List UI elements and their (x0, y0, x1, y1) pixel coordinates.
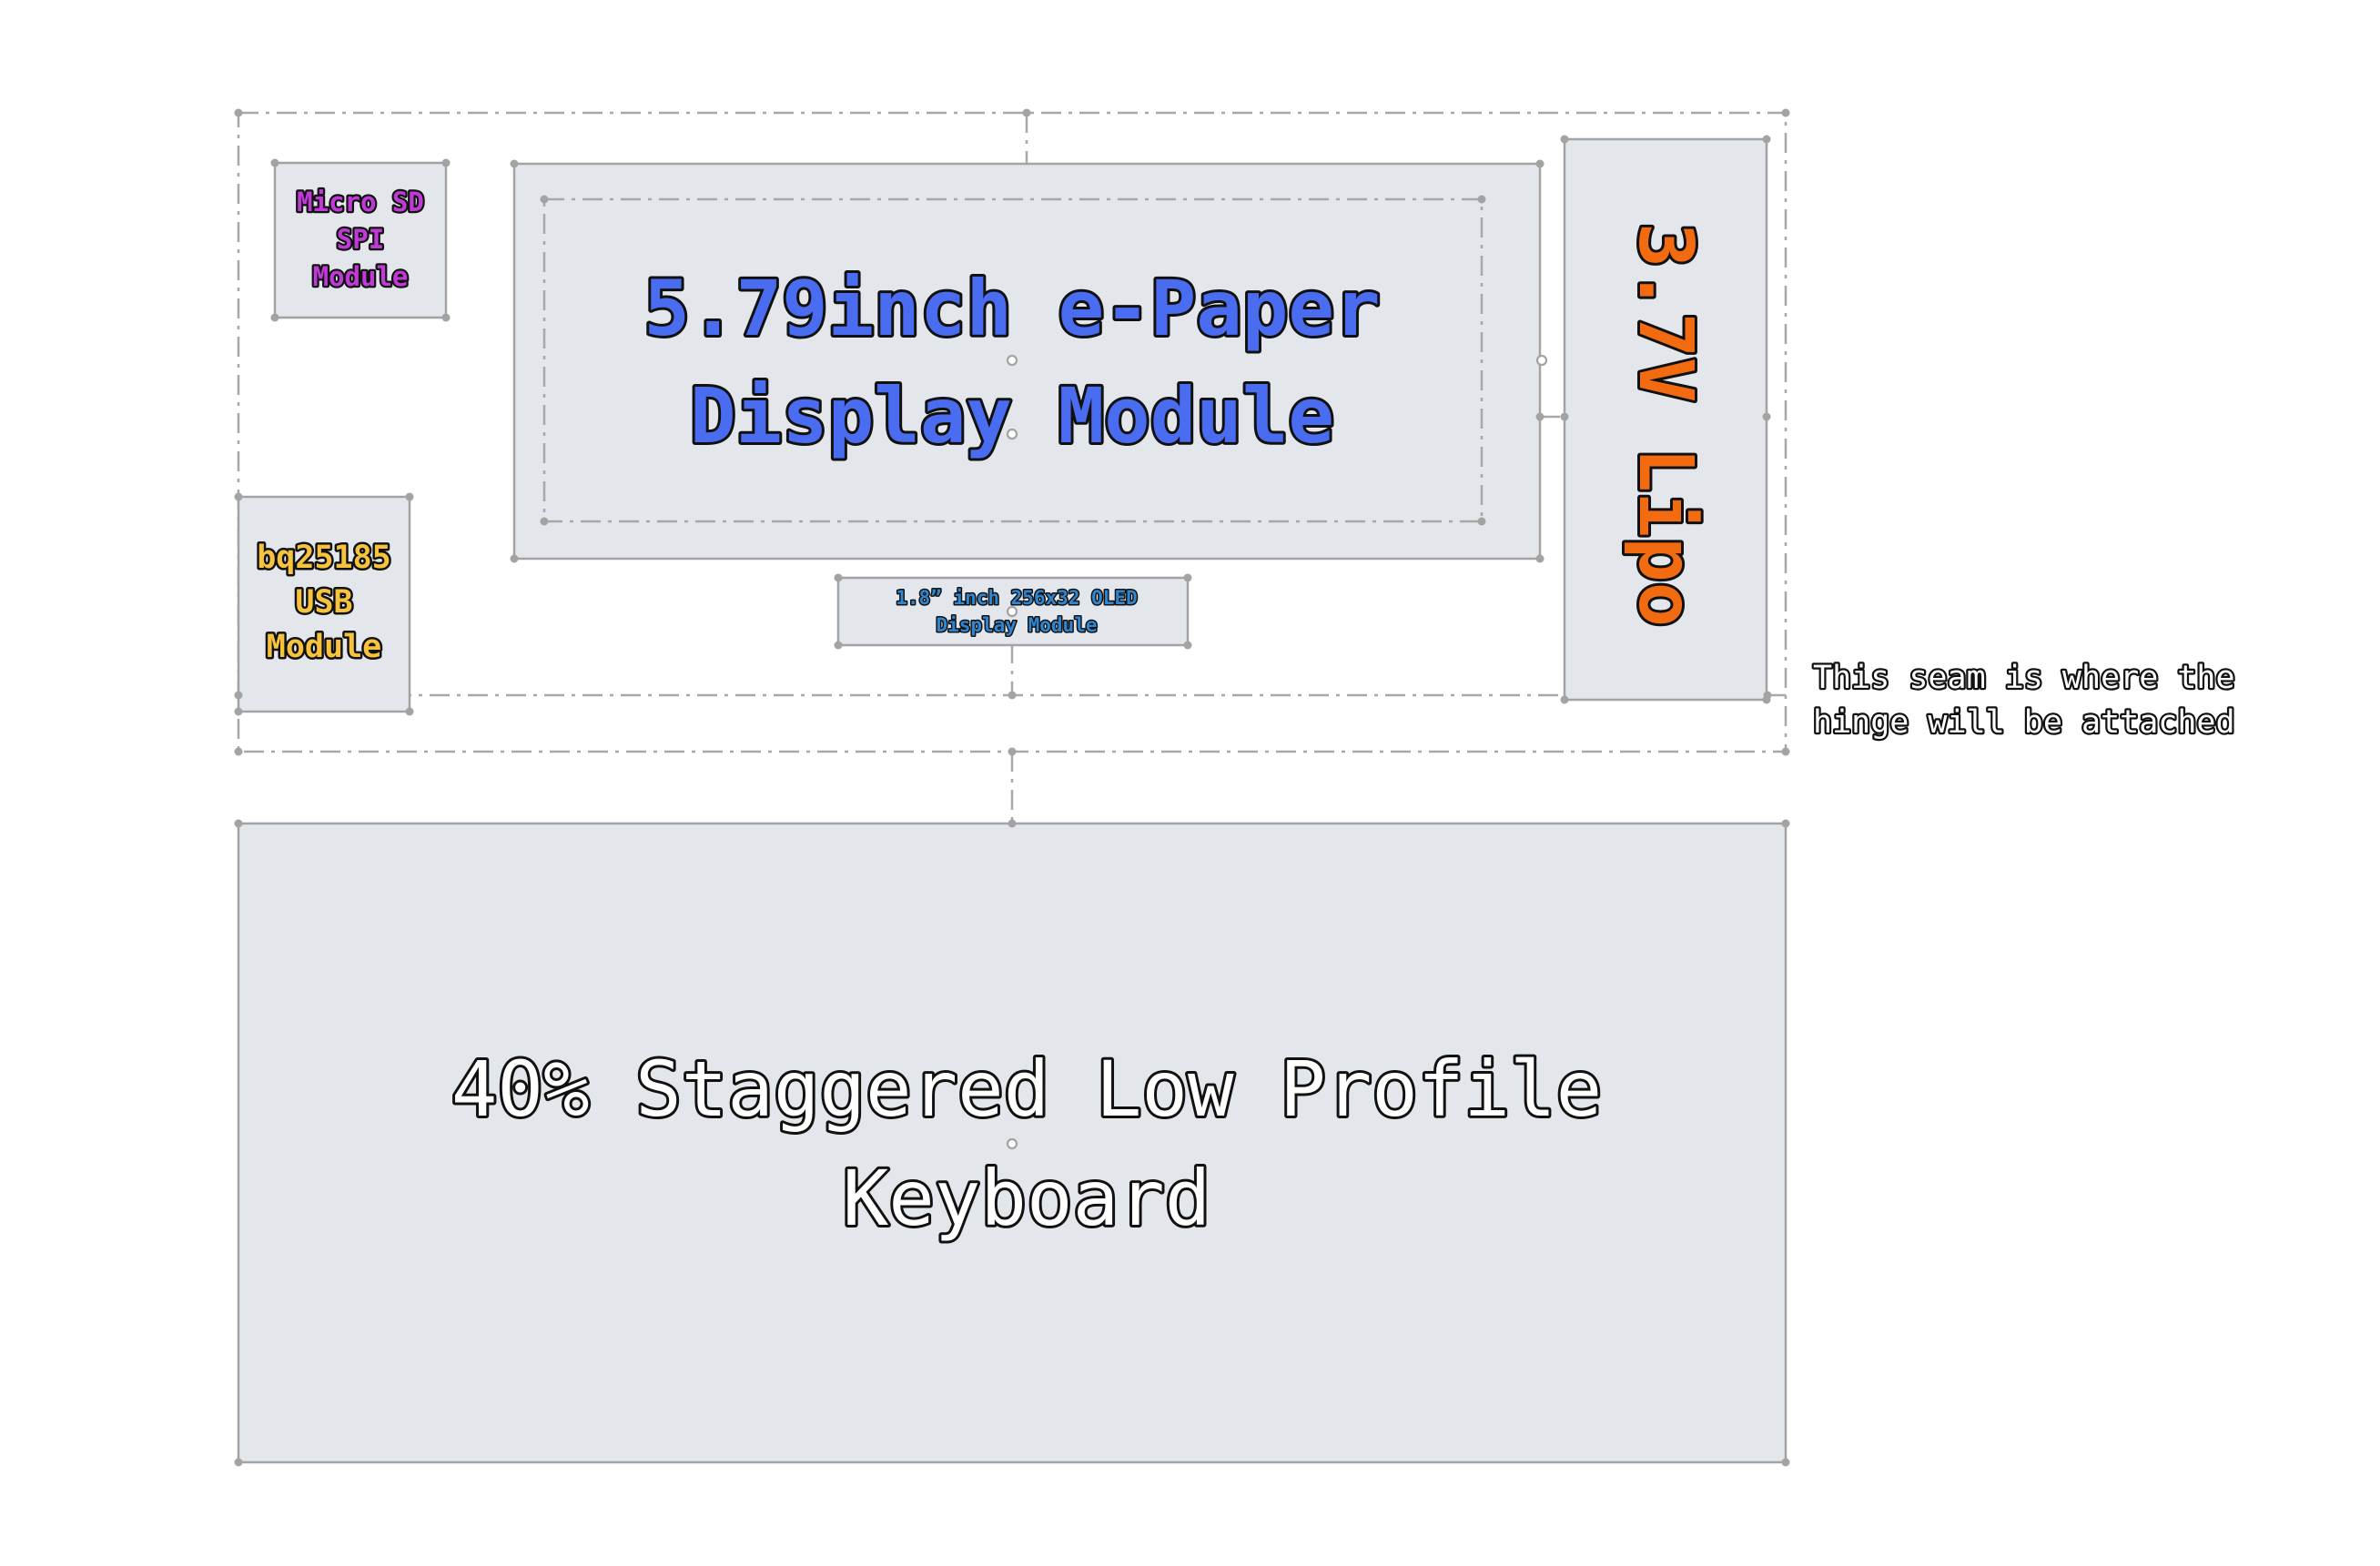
hinge-annotation-line2: hinge will be attached (1813, 704, 2235, 741)
hinge-annotation-line1: This seam is where the (1813, 660, 2235, 696)
bq25185-label-line3: Module (267, 629, 381, 665)
oled-label-line1: 1.8” inch 256x32 OLED (896, 587, 1138, 609)
keyboard-label-line2: Keyboard (843, 1154, 1211, 1243)
oled-module-label: 1.8” inch 256x32 OLED Display Module (895, 586, 1139, 638)
lipo-battery-label: 3.7V Lipo (1619, 220, 1711, 630)
keyboard-label-line1: 40% Staggered Low Profile (451, 1045, 1602, 1134)
microsd-module-label: Micro SD SPI Module (295, 185, 426, 295)
selection-handles (234, 108, 1790, 1467)
keyboard-label: 40% Staggered Low Profile Keyboard (449, 1042, 1605, 1246)
lipo-battery-box (1563, 137, 1768, 702)
microsd-module-box (273, 161, 448, 319)
epaper-module-box (512, 162, 1542, 561)
epaper-label-line1: 5.79inch e-Paper (643, 264, 1380, 353)
oled-label-line2: Display Module (936, 614, 1097, 636)
bq25185-label-line1: bq25185 (257, 540, 391, 576)
microsd-label-line2: SPI (337, 224, 384, 255)
microsd-label-line1: Micro SD (297, 187, 424, 217)
microsd-label-line3: Module (313, 261, 409, 292)
epaper-label-line2: Display Module (690, 371, 1334, 460)
hinge-annotation: This seam is where the hinge will be att… (1811, 658, 2237, 743)
lipo-label-text: 3.7V Lipo (1622, 223, 1708, 627)
epaper-module-label: 5.79inch e-Paper Display Module (641, 261, 1382, 463)
bq25185-module-box (237, 495, 411, 713)
epaper-active-area (542, 197, 1484, 523)
bq25185-module-label: bq25185 USB Module (255, 538, 394, 668)
bq25185-label-line2: USB (295, 584, 352, 621)
